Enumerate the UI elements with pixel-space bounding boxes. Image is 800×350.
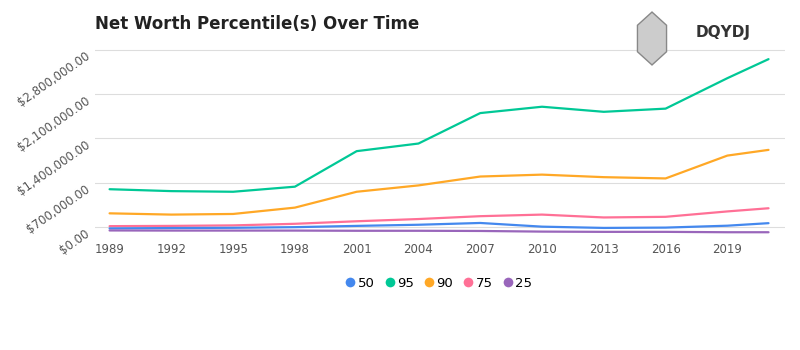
Legend: 50, 95, 90, 75, 25: 50, 95, 90, 75, 25 — [348, 276, 532, 289]
Text: DQYDJ: DQYDJ — [696, 25, 751, 40]
Text: Net Worth Percentile(s) Over Time: Net Worth Percentile(s) Over Time — [95, 15, 419, 33]
